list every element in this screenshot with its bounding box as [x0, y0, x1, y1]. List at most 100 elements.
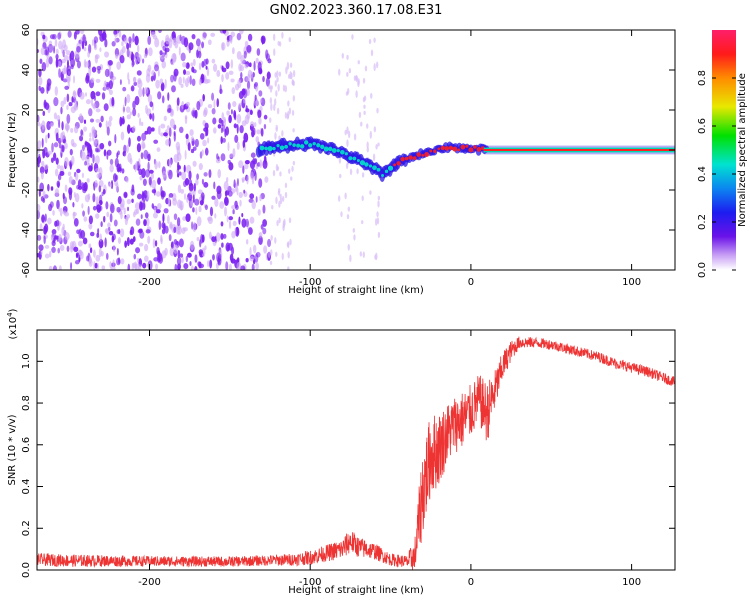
spectrogram-noise-mark: [284, 85, 288, 93]
spectrogram-noise-mark: [244, 64, 249, 69]
spectrogram-noise-mark: [107, 222, 111, 228]
spectrogram-noise-mark: [74, 99, 78, 109]
spectrogram-noise-mark: [230, 59, 234, 69]
spectrogram-x-label: Height of straight line (km): [288, 285, 424, 296]
spectrogram-noise-mark: [61, 121, 64, 131]
spectrogram-noise-mark: [174, 263, 178, 270]
spectrogram-noise-mark: [159, 78, 164, 85]
spectrogram-noise-mark: [223, 206, 227, 217]
spectrogram-noise-mark: [349, 168, 353, 176]
spectrogram-noise-mark: [135, 160, 139, 171]
spectrogram-noise-mark: [201, 31, 207, 40]
spectrogram-noise-mark: [95, 91, 101, 97]
spectrogram-noise-mark: [214, 213, 217, 219]
spectrogram-noise-mark: [366, 123, 369, 129]
spectrogram-noise-mark: [161, 95, 165, 104]
spectrogram-y-tick-label: -60: [21, 262, 32, 278]
spectrogram-noise-mark: [45, 57, 50, 68]
spectrogram-x-tick-label: 100: [622, 277, 641, 288]
ridge-peak-mark: [384, 169, 389, 174]
spectrogram-noise-mark: [292, 70, 296, 78]
spectrogram-noise-mark: [238, 160, 244, 169]
spectrogram-noise-mark: [372, 153, 376, 162]
spectrogram-noise-mark: [114, 174, 119, 181]
ridge-peak-mark: [460, 144, 466, 150]
spectrogram-noise-mark: [55, 219, 60, 227]
spectrogram-noise-mark: [249, 193, 255, 200]
spectrogram-noise-mark: [201, 149, 204, 156]
spectrogram-noise-mark: [142, 58, 145, 64]
spectrogram-noise-mark: [213, 181, 216, 190]
spectrogram-noise-mark: [56, 199, 60, 210]
spectrogram-noise-mark: [169, 221, 173, 229]
spectrogram-noise-mark: [192, 146, 197, 151]
spectrogram-noise-mark: [58, 40, 63, 50]
spectrogram-noise-mark: [143, 53, 148, 59]
spectrogram-noise-mark: [125, 106, 131, 113]
spectrogram-noise-mark: [99, 233, 103, 242]
spectrogram-noise-mark: [230, 34, 233, 44]
spectrogram-noise-mark: [143, 149, 149, 160]
spectrogram-noise-mark: [144, 212, 149, 219]
spectrogram-noise-mark: [152, 238, 156, 249]
spectrogram-noise-mark: [225, 177, 229, 183]
spectrogram-noise-mark: [50, 157, 54, 163]
spectrogram-noise-mark: [99, 142, 105, 150]
spectrogram-y-tick-label: 60: [21, 24, 32, 37]
spectrogram-noise-mark: [377, 200, 380, 208]
spectrogram-noise-mark: [149, 101, 154, 108]
spectrogram-noise-mark: [192, 110, 196, 118]
spectrogram-noise-mark: [373, 37, 376, 43]
spectrogram-noise-mark: [140, 152, 144, 160]
spectrogram-noise-mark: [163, 132, 168, 137]
spectrogram-noise-mark: [251, 263, 255, 270]
spectrogram-noise-mark: [137, 44, 140, 53]
spectrogram-noise-mark: [37, 157, 40, 165]
ridge-peak-mark: [421, 154, 425, 157]
spectrogram-noise-mark: [170, 74, 175, 83]
spectrogram-noise-mark: [108, 115, 113, 122]
spectrogram-noise-mark: [55, 54, 59, 60]
spectrogram-noise-mark: [90, 162, 93, 172]
spectrogram-noise-mark: [275, 124, 278, 130]
spectrogram-noise-mark: [117, 196, 122, 205]
spectrogram-noise-mark: [92, 205, 97, 211]
spectrogram-noise-mark: [108, 230, 114, 236]
spectrogram-noise-mark: [220, 233, 224, 240]
spectrogram-noise-mark: [61, 68, 67, 75]
ridge-peak-mark: [364, 162, 369, 167]
spectrogram-noise-mark: [221, 74, 224, 83]
spectrogram-noise-mark: [217, 124, 222, 129]
spectrogram-noise-mark: [288, 217, 292, 224]
spectrogram-noise-mark: [207, 103, 213, 109]
spectrogram-noise-mark: [223, 233, 227, 239]
spectrogram-noise-mark: [254, 94, 257, 102]
spectrogram-noise-mark: [360, 220, 364, 225]
spectrogram-noise-mark: [203, 181, 209, 188]
spectrogram-noise-mark: [346, 87, 350, 95]
spectrogram-noise-mark: [183, 164, 186, 173]
spectrogram-noise-mark: [363, 95, 367, 101]
spectrogram-noise-mark: [42, 148, 46, 159]
spectrogram-noise-mark: [134, 35, 139, 46]
spectrogram-noise-mark: [217, 169, 222, 179]
spectrogram-noise-mark: [37, 114, 40, 123]
spectrogram-noise-mark: [266, 71, 271, 80]
spectrogram-noise-mark: [93, 139, 97, 147]
ridge-peak-mark: [267, 146, 273, 152]
spectrogram-noise-mark: [231, 47, 235, 55]
spectrogram-noise-mark: [116, 247, 119, 256]
spectrogram-noise-mark: [171, 85, 176, 93]
spectrogram-noise-mark: [40, 47, 46, 56]
spectrogram-noise-mark: [80, 129, 84, 136]
spectrogram-noise-mark: [126, 93, 131, 104]
spectrogram-noise-mark: [194, 254, 198, 263]
spectrogram-noise-mark: [73, 246, 79, 253]
spectrogram-noise-mark: [198, 249, 204, 256]
spectrogram-noise-mark: [85, 255, 90, 262]
spectrogram-noise-mark: [344, 129, 347, 136]
spectrogram-noise-mark: [93, 260, 96, 270]
spectrogram-noise-mark: [47, 83, 50, 91]
spectrogram-noise-mark: [59, 207, 63, 217]
spectrogram-noise-mark: [74, 192, 80, 203]
